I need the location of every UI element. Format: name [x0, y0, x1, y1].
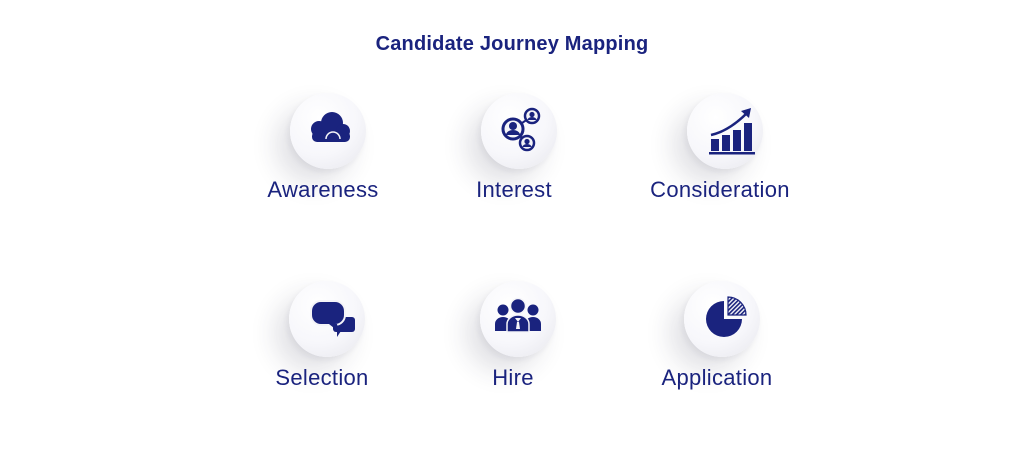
stage-label: Hire [492, 365, 534, 390]
stage-label: Awareness [267, 177, 379, 202]
stage-label: Application [661, 365, 773, 390]
cloud-icon [290, 93, 366, 169]
stage-selection: Selection [222, 281, 422, 411]
stage-hire: Hire [413, 281, 613, 411]
page-title: Candidate Journey Mapping [375, 33, 649, 55]
chat-bubbles-icon [289, 281, 365, 357]
growth-chart-icon [687, 93, 763, 169]
stage-label: Interest [476, 177, 552, 202]
stage-awareness: Awareness [223, 93, 423, 223]
stage-label: Selection [275, 365, 369, 390]
stage-consideration: Consideration [620, 93, 820, 223]
pie-chart-icon [684, 281, 760, 357]
journey-grid: Awareness Interest [211, 0, 831, 460]
stage-application: Application [617, 281, 817, 411]
stage-label: Consideration [650, 177, 790, 202]
team-icon [480, 281, 556, 357]
network-icon [481, 93, 557, 169]
stage-interest: Interest [414, 93, 614, 223]
